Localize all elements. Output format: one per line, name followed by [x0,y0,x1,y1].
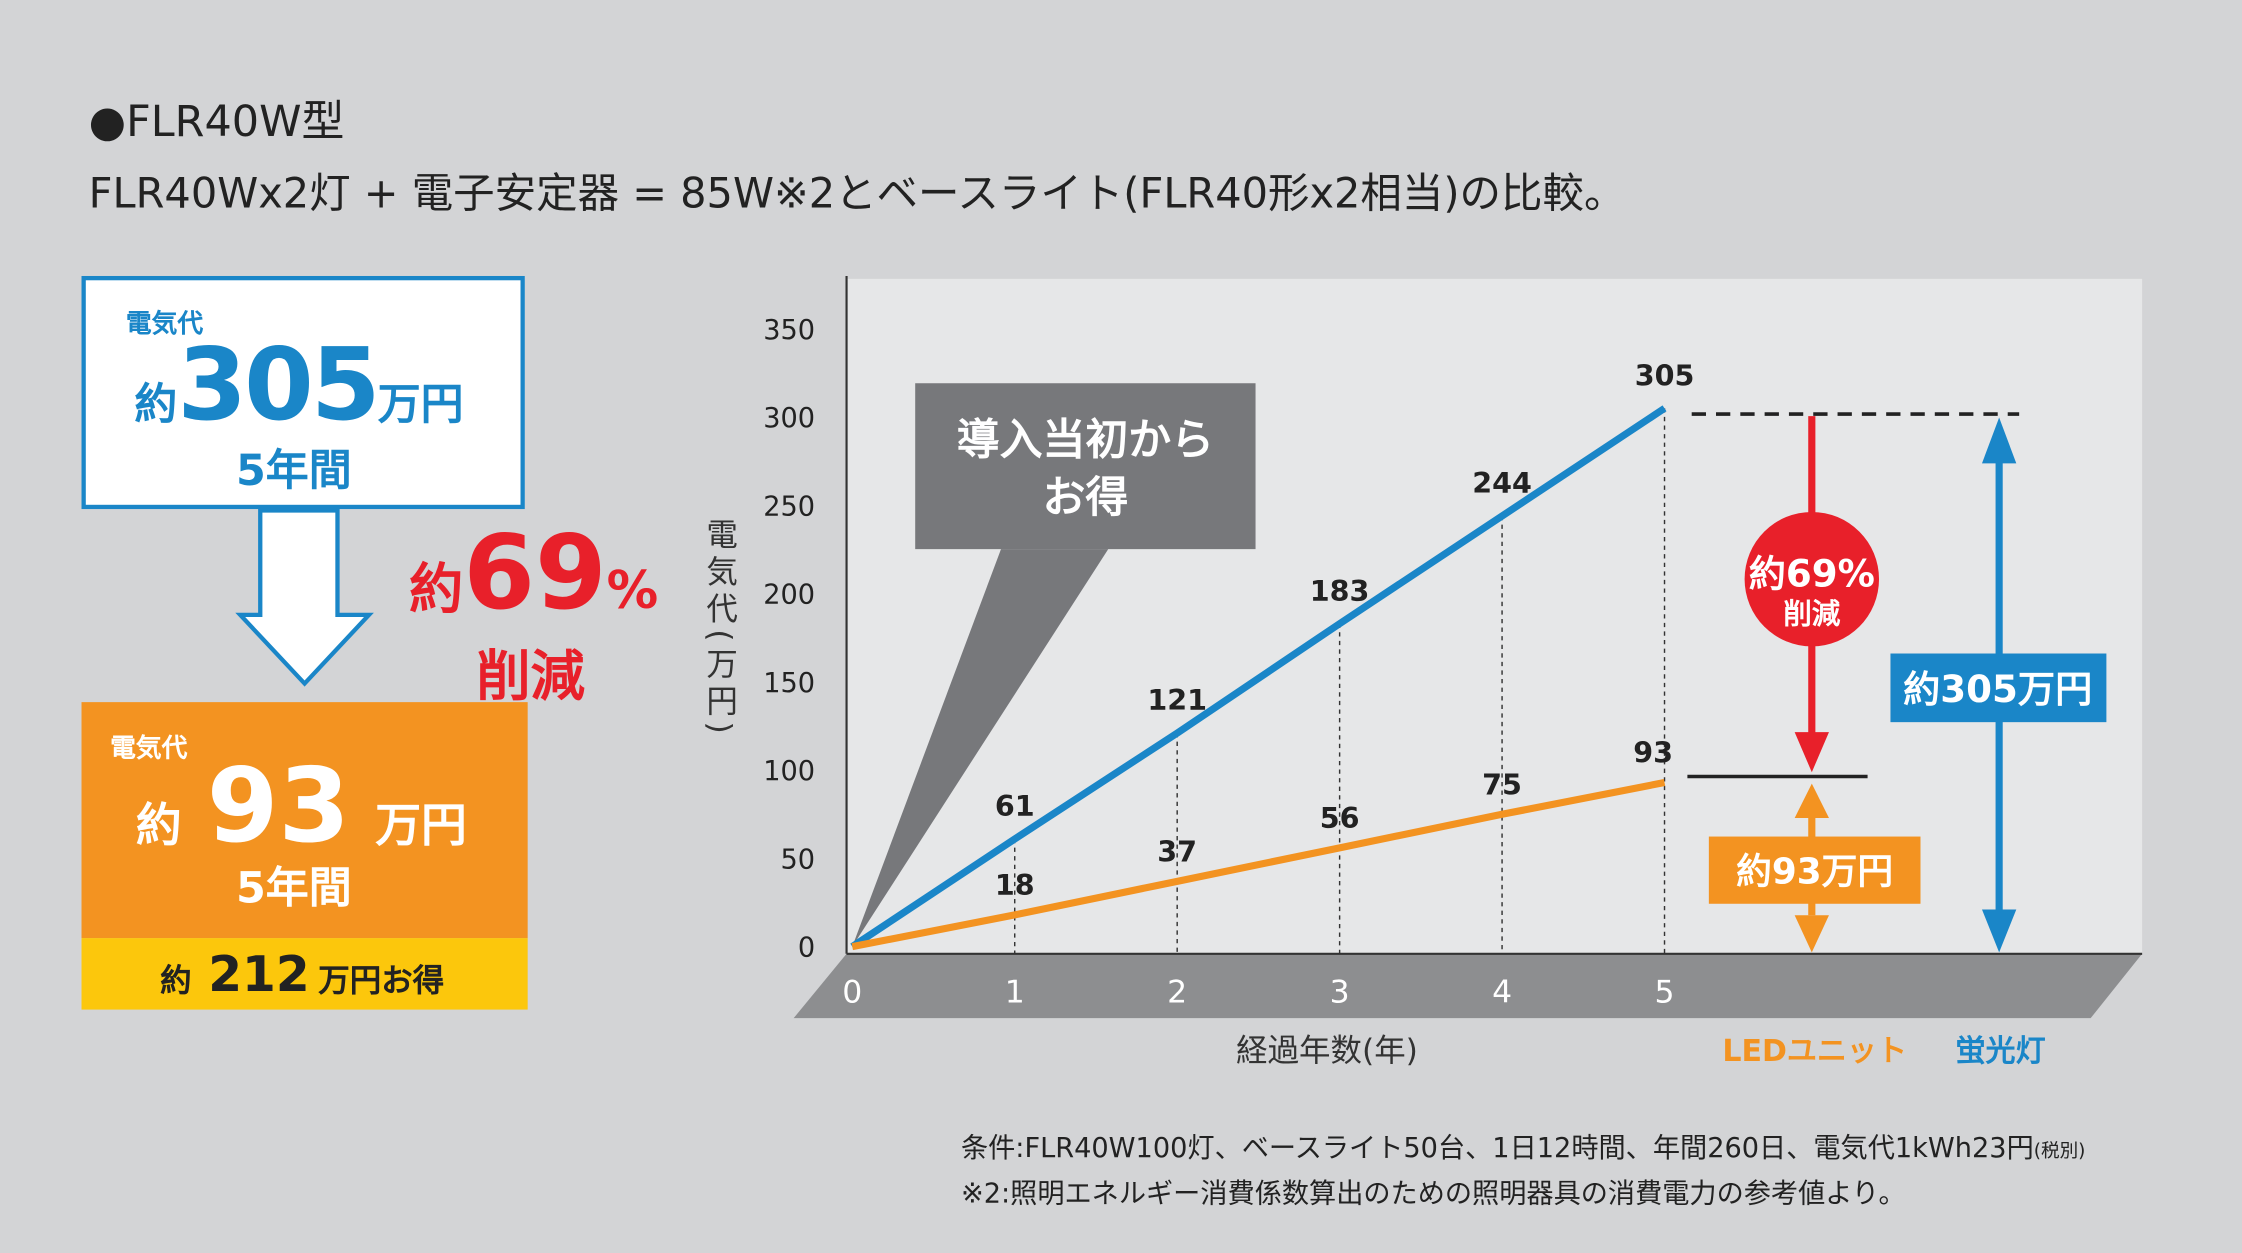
section-title: ●FLR40W型 [88,97,345,148]
after-label: 電気代 [110,733,188,764]
savings-box: 約 212 万円お得 [81,938,528,1010]
y-tick-label: 100 [763,756,815,787]
data-label: 61 [995,789,1035,823]
before-cost-box: 電気代 約305万円 5年間 [81,275,525,510]
reduction-circle [1744,511,1880,647]
series-line-fluorescent [850,405,1667,950]
conditions-text: 条件:FLR40W100灯、ベースライト50台、1日12時間、年間260日、電気… [960,1132,2034,1165]
data-label: 121 [1147,683,1207,717]
before-value: 305 [177,326,380,444]
y-tick-label: 0 [798,933,815,964]
after-period: 5年間 [235,863,352,914]
data-label: 183 [1310,574,1370,608]
callout-line2: お得 [1042,473,1128,523]
after-cost-box: 電気代 約 93 万円 5年間 [81,702,528,939]
before-label: 電気代 [125,308,204,339]
callout-box [915,383,1256,550]
arrow-down-icon [1794,915,1829,953]
callout-line1: 導入当初から [957,416,1214,466]
y-tick-label: 300 [763,403,815,434]
y-tick-label: 250 [763,491,815,522]
savings-value: 212 [208,946,310,1004]
reduction-unit: % [606,561,659,621]
x-tick-label: 1 [1005,974,1025,1010]
callout-pointer [852,549,1109,947]
conditions-note: 条件:FLR40W100灯、ベースライト50台、1日12時間、年間260日、電気… [961,1127,2085,1166]
after-unit: 万円 [375,797,467,853]
legend-led: LEDユニット [1722,1034,1907,1069]
arrow-up-icon [1981,417,2017,464]
reduction-prefix: 約 [408,557,464,621]
comparison-subtitle: FLR40Wx2灯 + 電子安定器 = 85W※2とベースライト(FLR40形x… [88,168,1626,218]
series-line-led [851,779,1666,951]
legend-fluorescent: 蛍光灯 [1956,1034,2046,1069]
arrow-down-icon [1981,909,2017,953]
x-tick-label: 2 [1167,974,1187,1010]
before-prefix: 約 [134,380,178,431]
reduction-value: 69 [463,511,607,633]
reduction-circle-label: 削減 [1783,596,1841,630]
x-tick-label: 3 [1330,974,1350,1010]
x-tick-label: 5 [1655,974,1675,1010]
fl-total-label: 約305万円 [1903,667,2092,711]
data-label: 56 [1320,801,1360,835]
led-total-label: 約93万円 [1736,852,1893,893]
data-label: 305 [1635,358,1695,392]
arrow-up-icon [1794,783,1829,818]
after-prefix: 約 [135,797,182,853]
y-tick-label: 50 [781,844,816,875]
reduction-circle-value: 約69% [1749,551,1875,595]
data-label: 75 [1482,767,1522,801]
data-label: 18 [995,868,1035,902]
x-tick-label: 4 [1492,974,1512,1010]
tax-note: (税別) [2033,1141,2086,1163]
before-period: 5年間 [235,446,352,497]
savings-unit: 万円お得 [318,963,445,1000]
data-label: 37 [1157,834,1197,868]
x-tick-label: 0 [842,974,862,1010]
fl-total-box [1890,653,2107,723]
reduction-label: 削減 [476,644,585,708]
floor [793,953,2143,1019]
x-axis-label: 経過年数(年) [1236,1033,1418,1069]
y-tick-label: 350 [763,315,815,346]
before-unit: 万円 [377,380,464,431]
led-total-box [1708,836,1921,904]
arrow-head-icon [1794,732,1829,773]
savings-prefix: 約 [160,963,192,1000]
data-label: 93 [1633,735,1673,769]
y-tick-label: 150 [763,668,815,699]
down-arrow-icon [235,508,374,687]
after-value: 93 [206,745,351,866]
y-axis-label: 電気代(万円) [700,517,737,740]
data-label: 244 [1472,466,1532,500]
y-tick-label: 200 [763,580,815,611]
footnote-2: ※2:照明エネルギー消費係数算出のための照明器具の消費電力の参考値より。 [960,1178,1906,1210]
